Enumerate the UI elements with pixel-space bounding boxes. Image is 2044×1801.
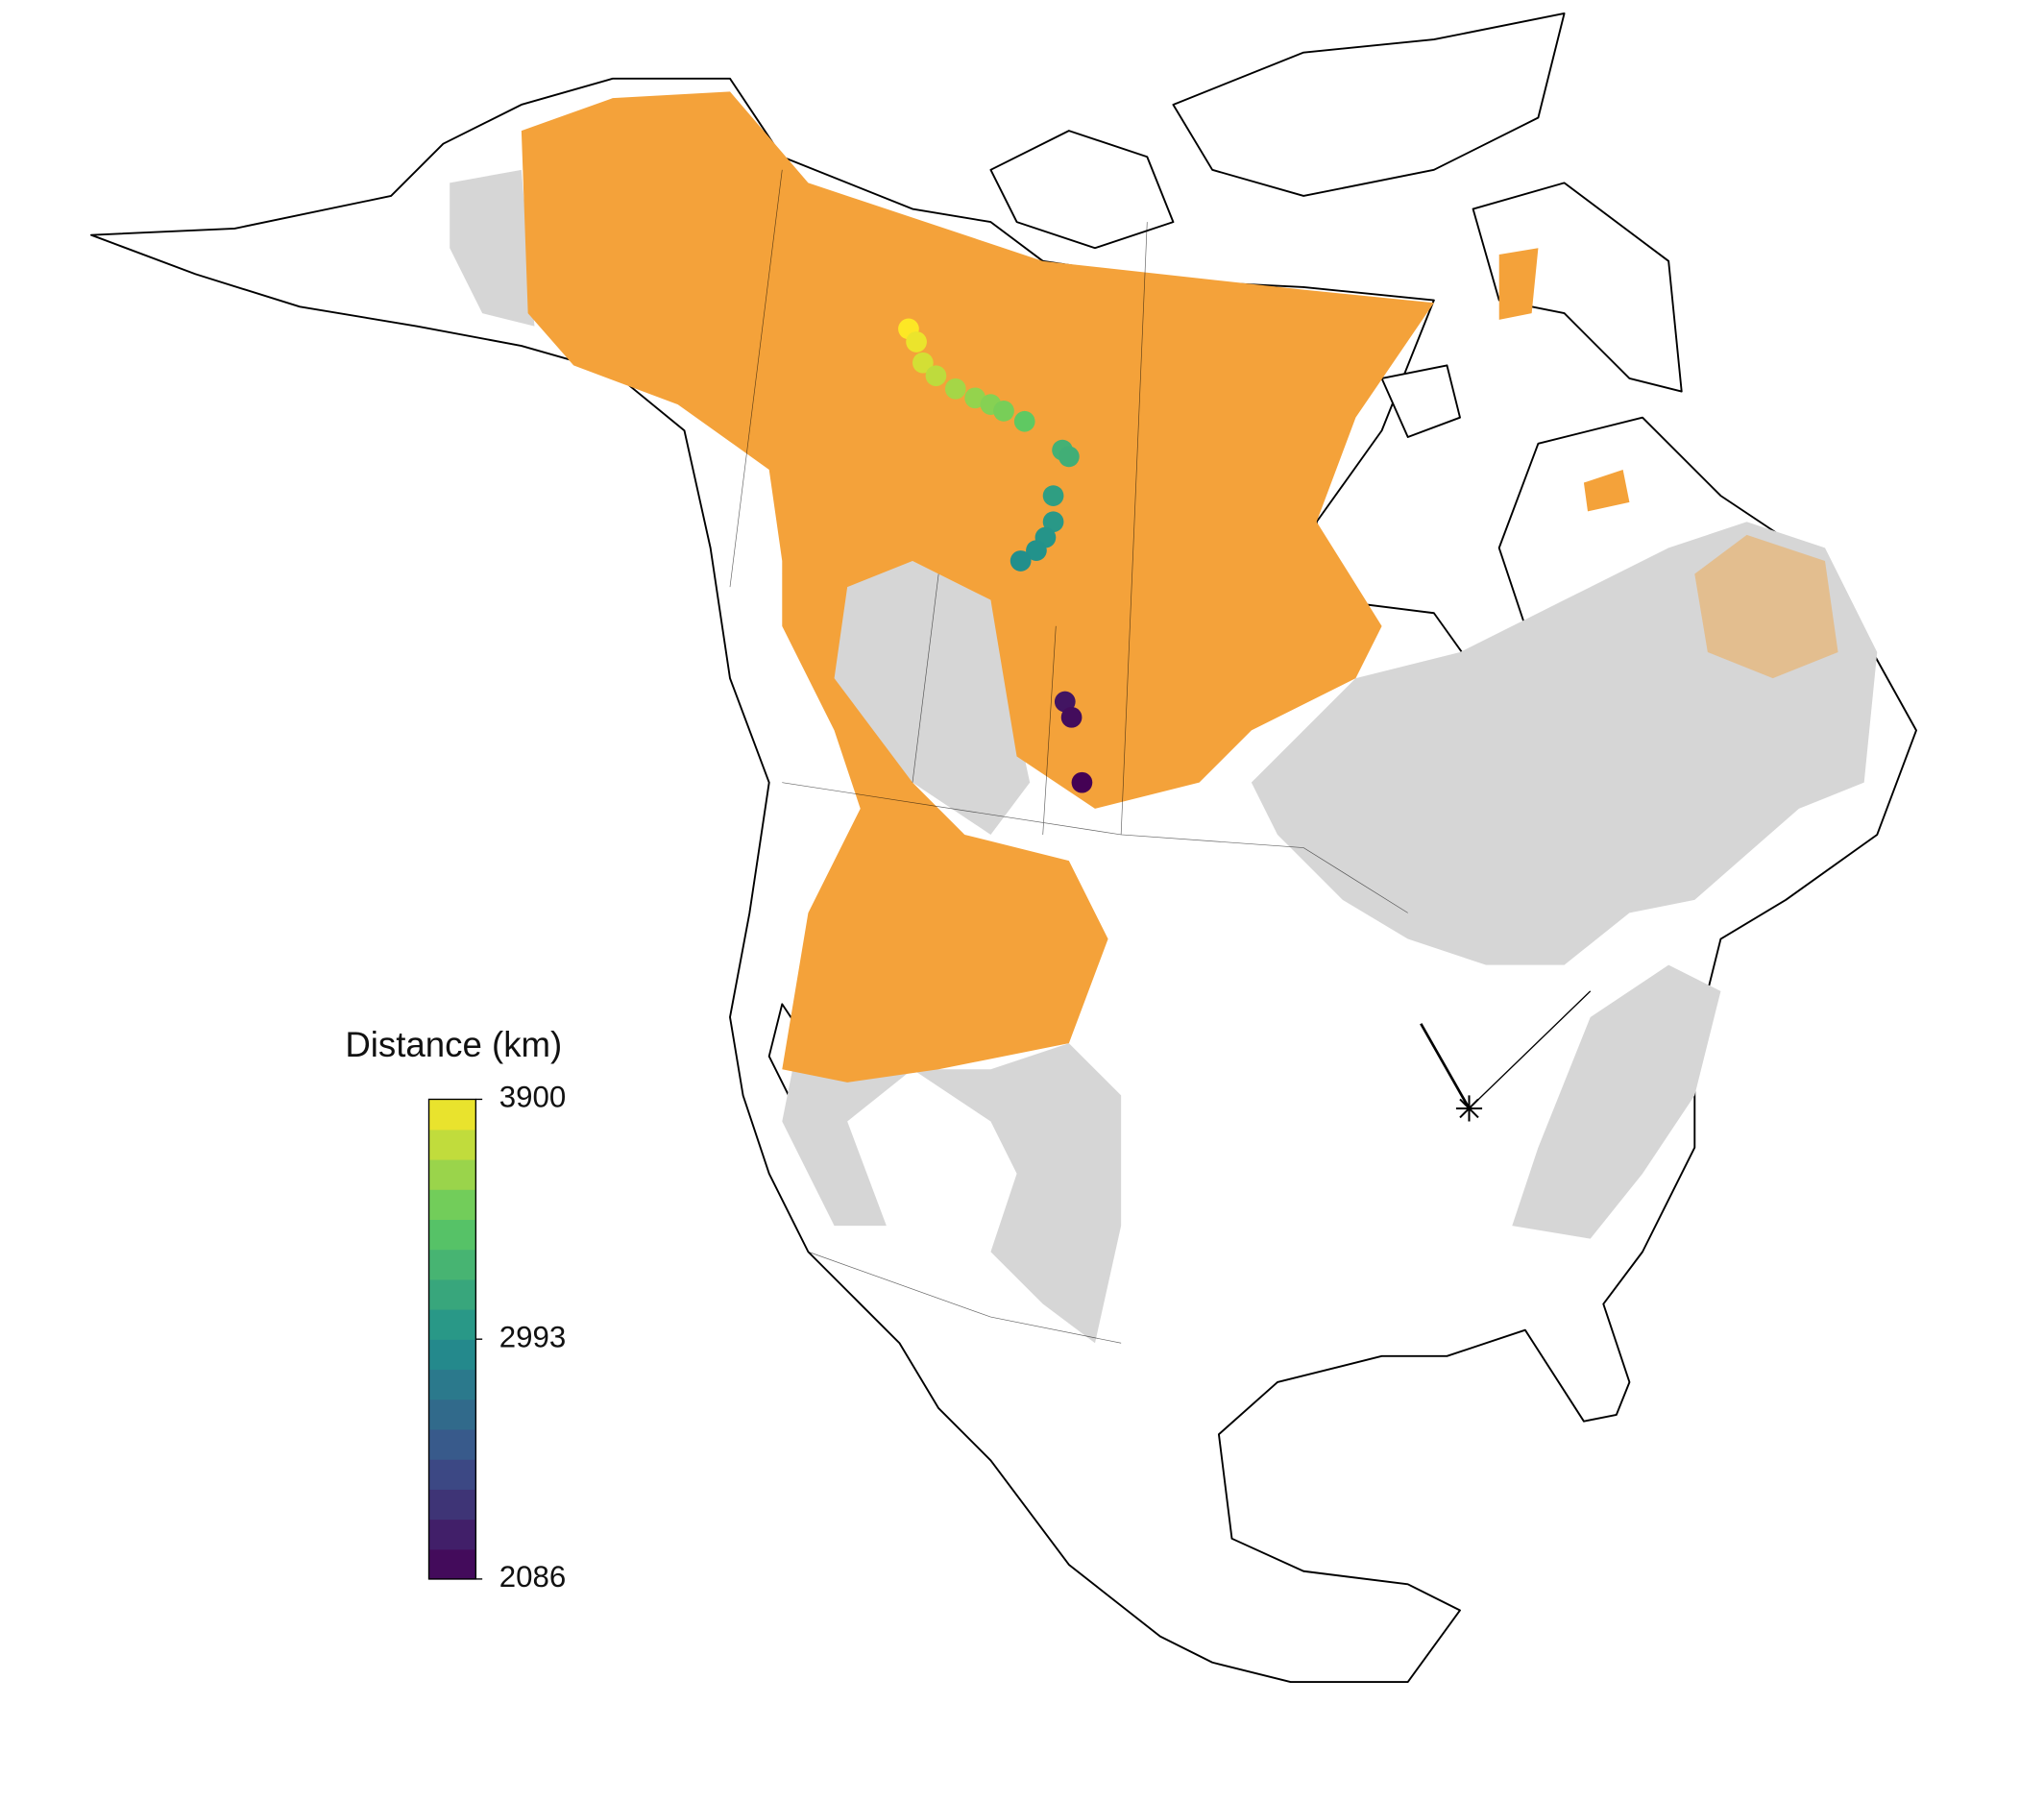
colorbar-step	[428, 1219, 476, 1251]
orange-region	[1498, 248, 1539, 320]
sighting-point	[1026, 540, 1047, 561]
colorbar: 3900 2993 2086	[427, 1081, 566, 1594]
colorbar-step	[428, 1278, 476, 1310]
sighting-point	[993, 401, 1014, 422]
range-breeding	[521, 91, 1838, 1083]
sighting-point	[1054, 691, 1076, 713]
site-marker	[1420, 990, 1592, 1122]
points	[898, 318, 1093, 793]
sighting-point	[1010, 550, 1032, 572]
borders	[729, 169, 1408, 1344]
colorbar-step	[428, 1308, 476, 1340]
sighting-point	[925, 365, 947, 387]
colorbar-tick-label: 2993	[499, 1320, 566, 1353]
island	[989, 130, 1175, 250]
border	[729, 169, 1148, 835]
pointer-line	[1469, 990, 1592, 1109]
legend-title: Distance (km)	[345, 1025, 562, 1064]
legend: Distance (km) 3900 2993 2086	[345, 1025, 566, 1594]
colorbar-step	[428, 1129, 476, 1160]
island	[1172, 12, 1566, 197]
gray-region	[450, 169, 535, 327]
gray-region	[1512, 964, 1721, 1239]
colorbar-step	[428, 1548, 476, 1580]
gray-region	[1251, 522, 1878, 965]
colorbar-tick-label: 3900	[499, 1081, 566, 1114]
colorbar-step	[428, 1158, 476, 1190]
gray-region	[782, 560, 1031, 835]
colorbar-step	[428, 1399, 476, 1430]
sighting-point	[906, 331, 927, 353]
sighting-point	[1013, 410, 1035, 432]
colorbar-step	[428, 1099, 476, 1131]
orange-region	[521, 91, 1434, 1083]
sighting-point	[1042, 485, 1064, 506]
sighting-point	[964, 387, 986, 409]
star	[1455, 1095, 1483, 1122]
colorbar-step	[428, 1459, 476, 1490]
colorbar-step	[428, 1428, 476, 1460]
sighting-point	[1058, 446, 1080, 468]
colorbar-step	[428, 1489, 476, 1521]
colorbar-step	[428, 1369, 476, 1400]
sighting-point	[944, 377, 966, 400]
sighting-point	[1042, 511, 1064, 533]
sighting-point	[1060, 706, 1083, 728]
border	[782, 782, 1408, 913]
border	[808, 1251, 1122, 1344]
island	[1380, 364, 1461, 438]
sighting-point	[1071, 771, 1093, 793]
sighting-point	[912, 352, 934, 374]
pointer-line	[1420, 1023, 1471, 1109]
colorbar-step	[428, 1249, 476, 1280]
orange-region	[1694, 534, 1838, 679]
colorbar-tick-label: 2086	[499, 1560, 566, 1594]
colorbar-step	[428, 1519, 476, 1550]
colorbar-step	[428, 1339, 476, 1371]
orange-region	[1583, 469, 1630, 512]
colorbar-step	[428, 1189, 476, 1220]
